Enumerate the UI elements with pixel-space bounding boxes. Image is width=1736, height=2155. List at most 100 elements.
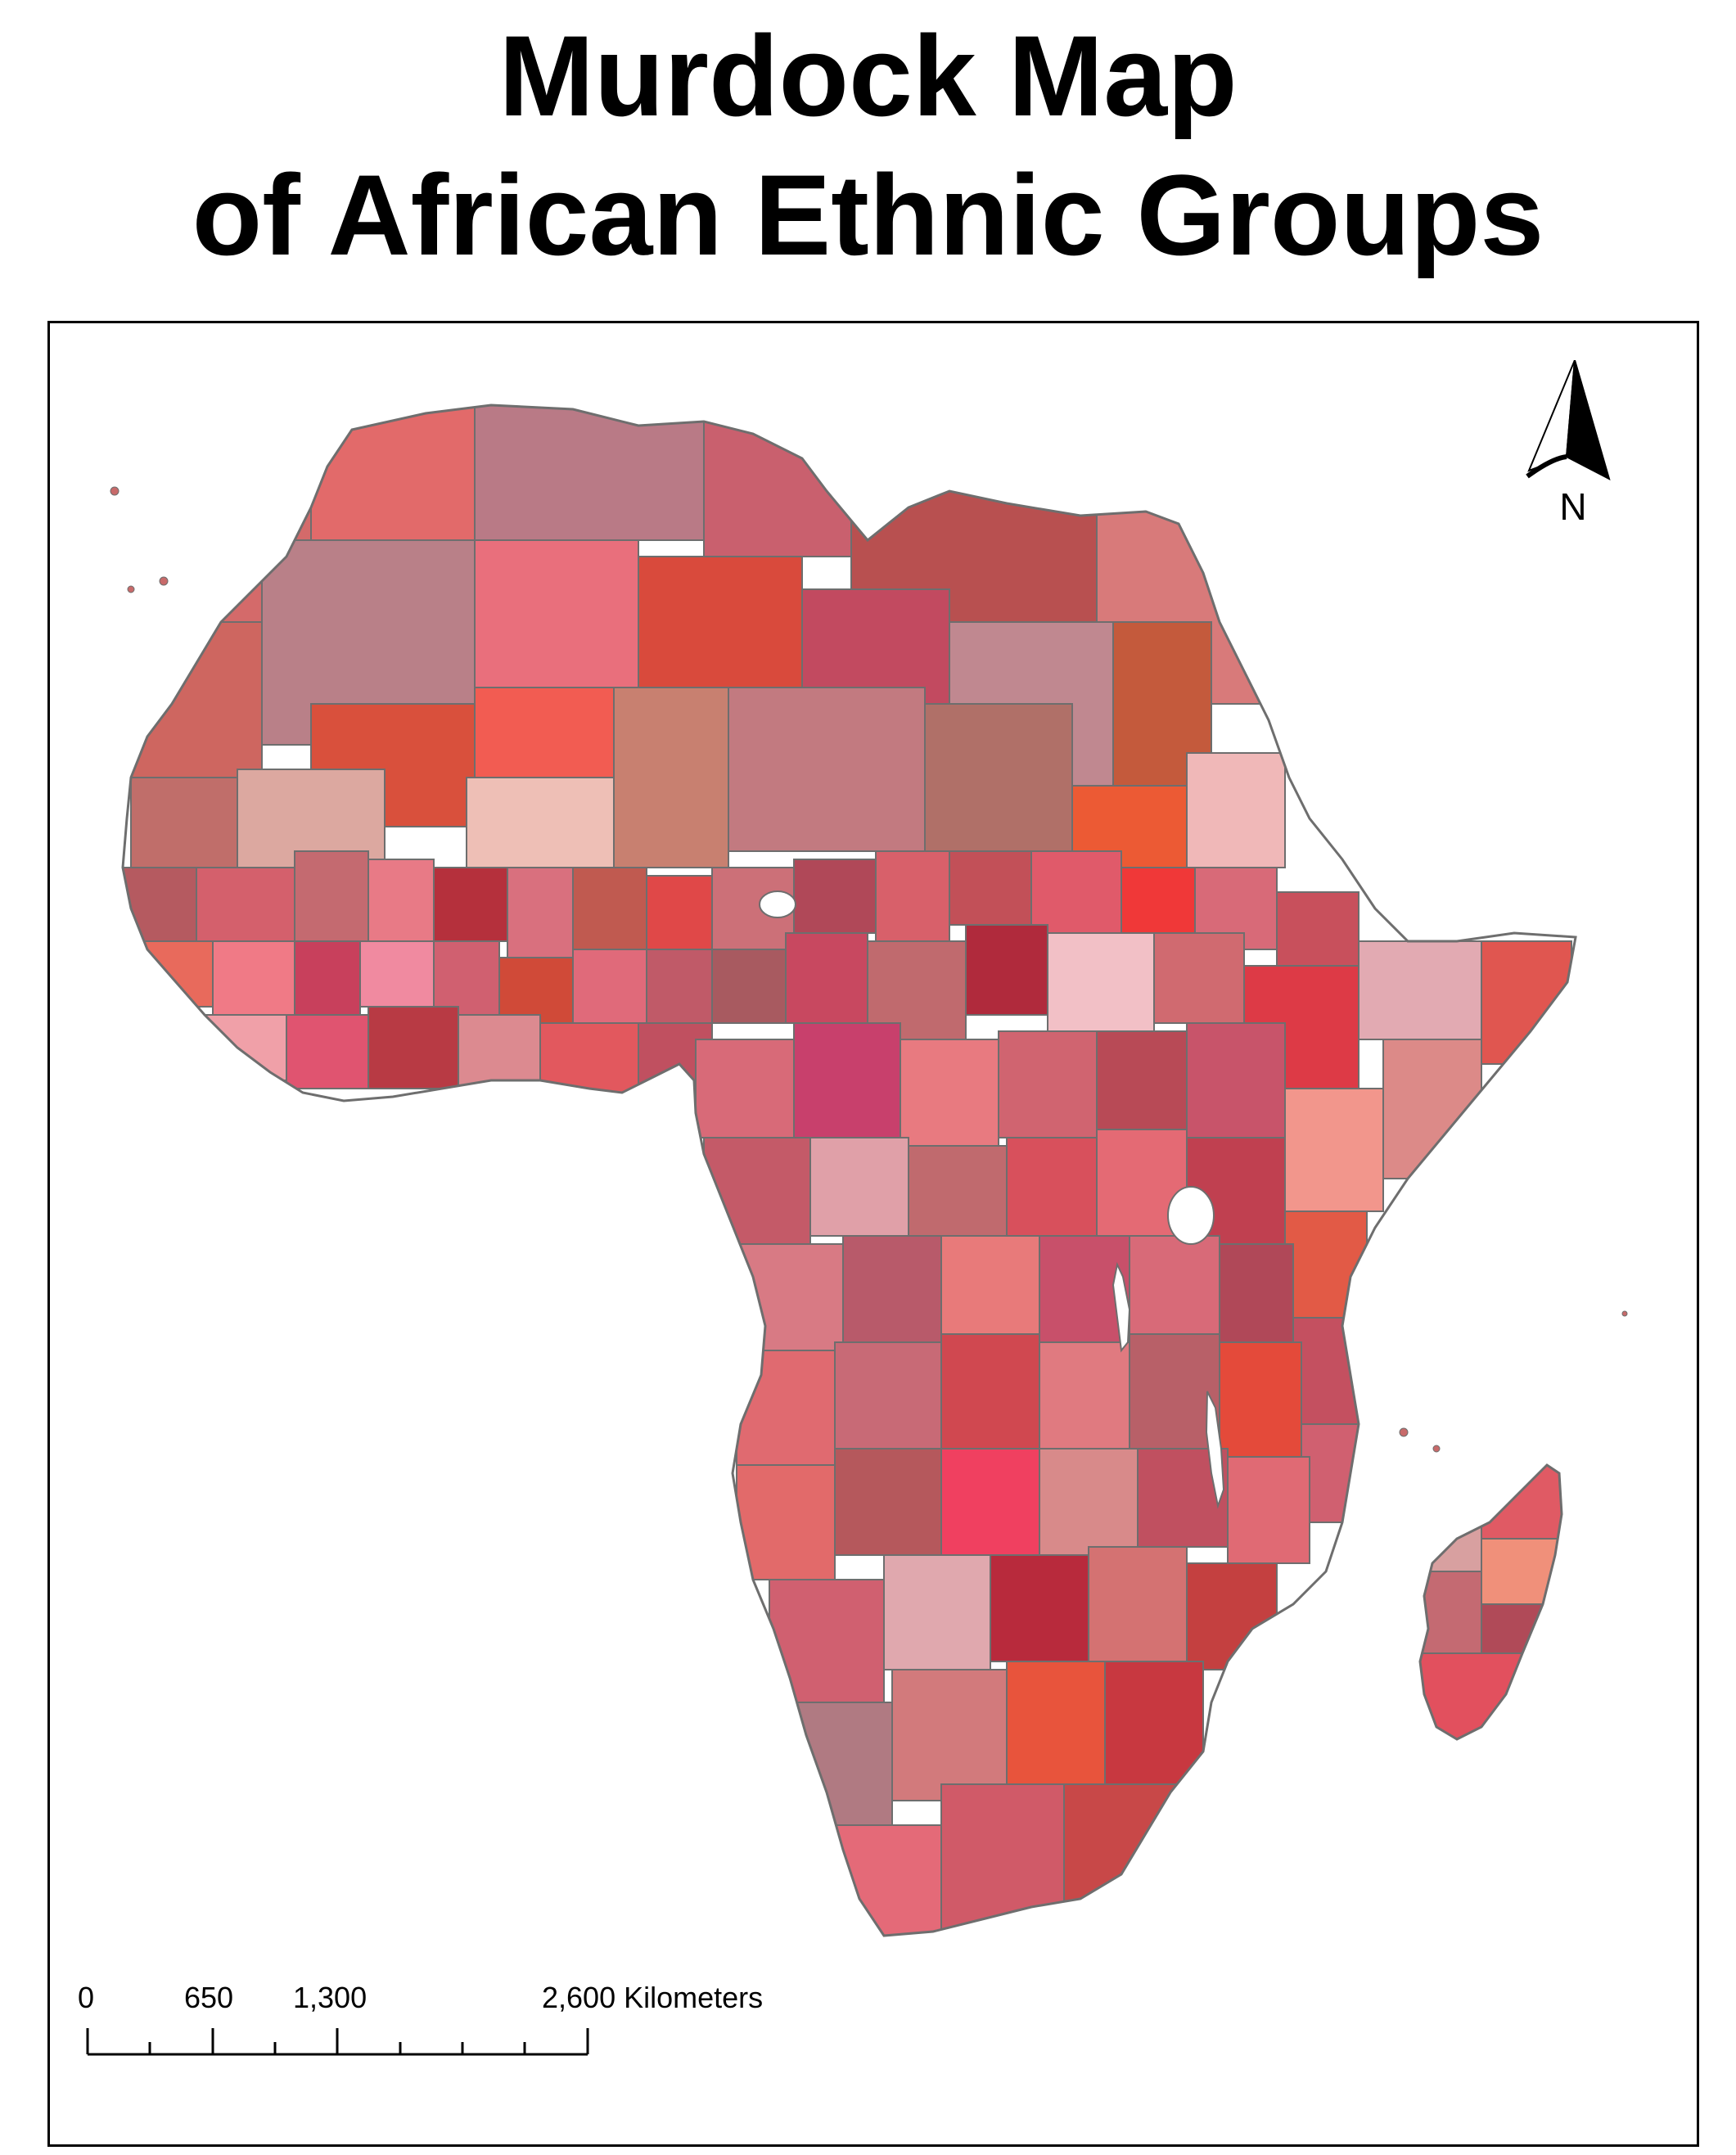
lake-victoria xyxy=(1167,1186,1215,1245)
island xyxy=(1399,1427,1409,1437)
region xyxy=(809,1137,909,1237)
region xyxy=(1358,940,1482,1040)
region xyxy=(769,1579,885,1703)
region xyxy=(940,1783,1065,1936)
region xyxy=(123,621,263,787)
region xyxy=(212,940,295,1016)
region xyxy=(891,1669,1008,1801)
region xyxy=(1227,1456,1310,1564)
region xyxy=(310,405,476,549)
scale-tick-label-2600-km: 2,600 Kilometers xyxy=(542,1981,764,2014)
region xyxy=(196,867,295,942)
island xyxy=(1432,1445,1441,1453)
island xyxy=(159,576,169,586)
region xyxy=(1096,1030,1188,1130)
lake-chad xyxy=(759,890,796,918)
map-title-line-1: Murdock Map xyxy=(498,11,1238,140)
region xyxy=(1153,932,1245,1024)
north-arrow-icon xyxy=(1526,360,1611,480)
region xyxy=(572,867,647,950)
region xyxy=(1276,891,1359,967)
region xyxy=(474,539,639,705)
region xyxy=(1284,1210,1368,1319)
region xyxy=(711,949,787,1024)
region xyxy=(736,1464,836,1580)
region xyxy=(1039,1341,1130,1449)
region xyxy=(1420,1465,1482,1572)
region xyxy=(458,1014,541,1089)
region xyxy=(572,949,647,1024)
region xyxy=(965,924,1048,1016)
madagascar-regions xyxy=(1420,1465,1562,1739)
ethnic-regions xyxy=(123,405,1572,1936)
region xyxy=(474,405,705,541)
region xyxy=(908,1145,1008,1237)
region xyxy=(204,1014,287,1081)
region xyxy=(507,867,574,958)
region xyxy=(949,850,1032,926)
region xyxy=(842,1235,942,1343)
island xyxy=(127,585,135,593)
map-title: Murdock Map of African Ethnic Groups xyxy=(0,7,1736,285)
region xyxy=(1129,1235,1220,1335)
region xyxy=(940,1333,1040,1449)
region xyxy=(940,1448,1040,1556)
region xyxy=(1039,1448,1139,1556)
region xyxy=(924,703,1073,852)
scale-tick-label-650: 650 xyxy=(184,1981,234,2014)
region xyxy=(539,1022,639,1098)
region xyxy=(1006,1661,1106,1785)
scale-bar xyxy=(86,2028,589,2056)
north-label: N xyxy=(1559,485,1587,528)
region xyxy=(286,1014,369,1089)
region xyxy=(990,1554,1089,1662)
region xyxy=(646,949,713,1024)
region xyxy=(785,932,868,1024)
region xyxy=(1047,932,1155,1032)
region xyxy=(834,1341,942,1449)
region xyxy=(367,1006,459,1089)
region xyxy=(834,1448,942,1556)
region xyxy=(1129,1333,1220,1449)
region xyxy=(875,850,950,942)
region xyxy=(1104,1661,1204,1785)
scale-tick-label-0: 0 xyxy=(78,1981,95,2014)
region xyxy=(433,940,500,1016)
region xyxy=(940,1235,1040,1335)
region xyxy=(613,687,729,868)
region xyxy=(695,1039,795,1138)
region xyxy=(1186,1022,1286,1138)
region xyxy=(793,1022,901,1138)
region xyxy=(1481,940,1572,1065)
region xyxy=(1219,1341,1302,1458)
region xyxy=(793,859,877,934)
region xyxy=(367,859,435,942)
region xyxy=(1219,1243,1294,1343)
region xyxy=(433,867,508,942)
lake-tanganyika xyxy=(1111,1261,1131,1353)
region xyxy=(1030,850,1122,934)
region xyxy=(736,1243,844,1351)
region xyxy=(466,777,615,868)
region xyxy=(900,1039,999,1147)
region xyxy=(638,556,803,688)
map-title-line-2: of African Ethnic Groups xyxy=(192,151,1544,279)
region xyxy=(1284,1088,1384,1212)
region xyxy=(359,940,435,1008)
region xyxy=(1186,1562,1278,1670)
region xyxy=(130,777,238,877)
region xyxy=(998,1030,1098,1138)
region xyxy=(728,687,926,852)
region xyxy=(736,1350,836,1466)
region xyxy=(1121,867,1196,934)
region xyxy=(123,867,197,942)
region xyxy=(1186,752,1286,868)
region xyxy=(1006,1137,1098,1237)
island xyxy=(1621,1310,1628,1317)
region xyxy=(294,940,361,1016)
scale-tick-label-1300: 1,300 xyxy=(293,1981,367,2014)
region xyxy=(646,875,713,950)
region xyxy=(294,850,369,942)
island xyxy=(110,486,119,496)
